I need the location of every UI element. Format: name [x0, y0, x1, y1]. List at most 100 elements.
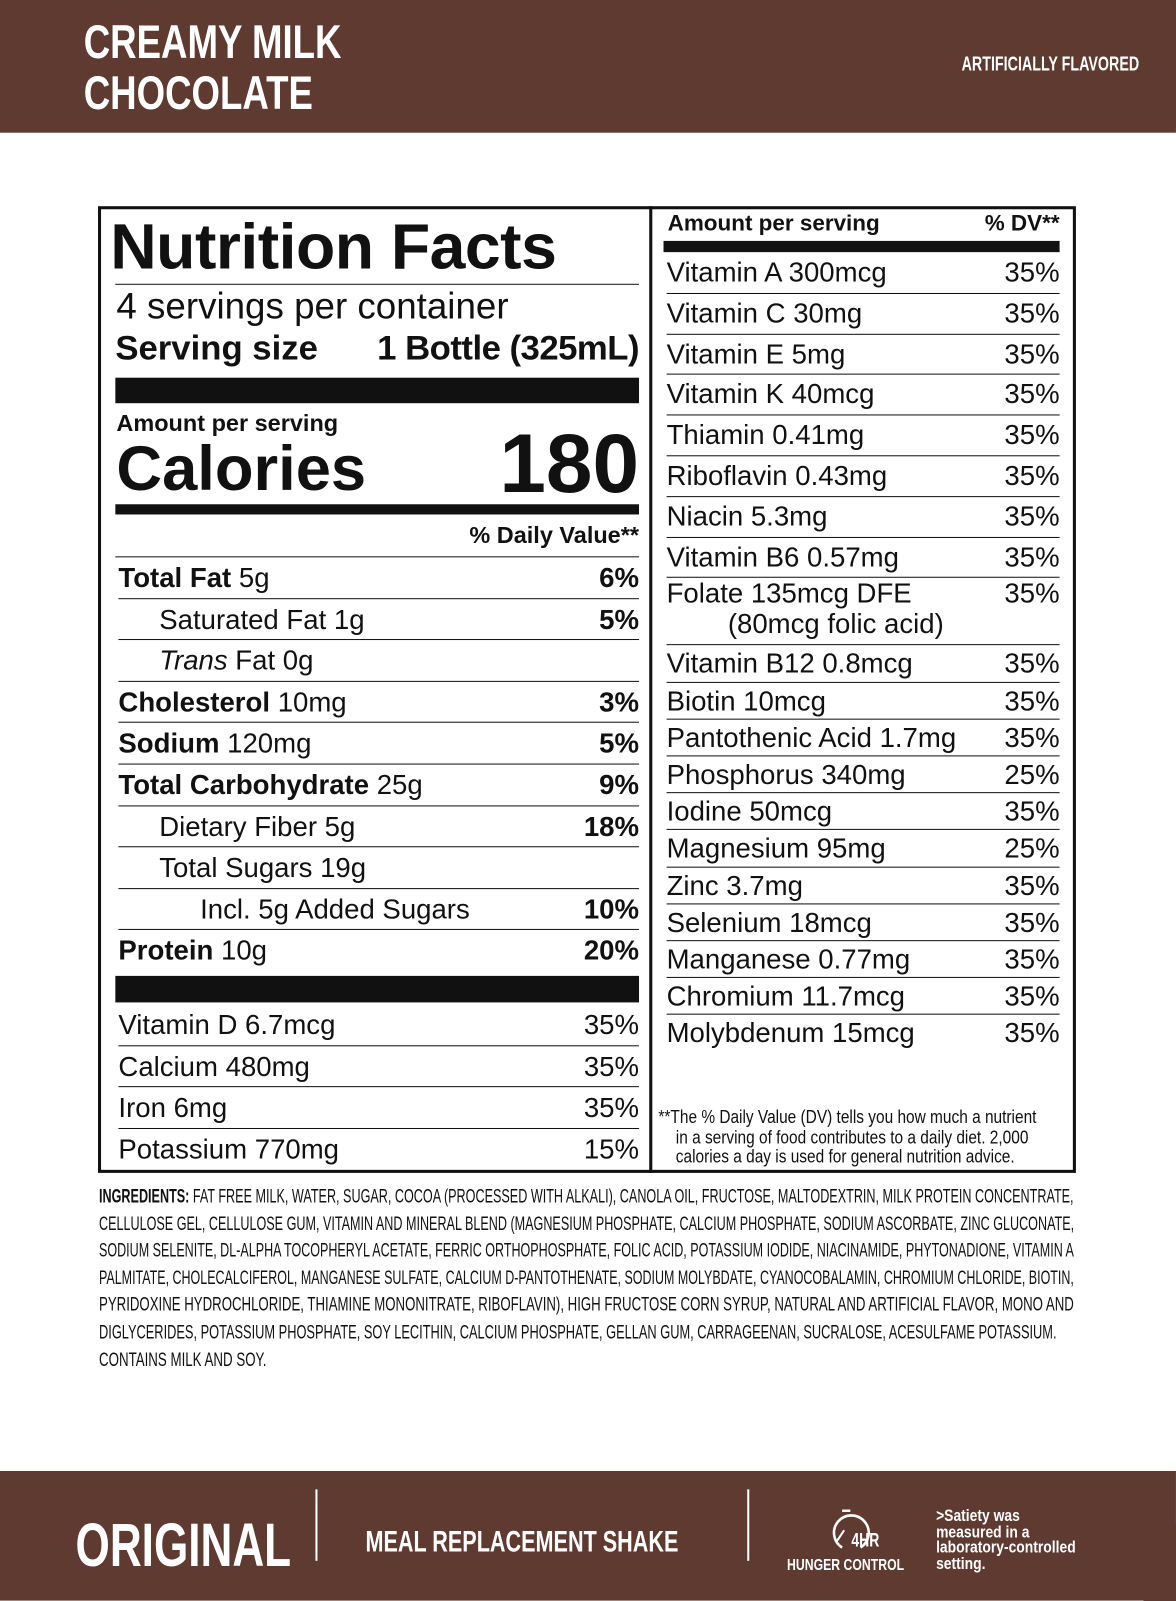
nutrient-amount: Saturated Fat 1g [159, 603, 365, 635]
nutrient-name: Vitamin B6 0.57mg [666, 541, 899, 573]
nutrient-row: Vitamin E 5mg 35% [666, 334, 1060, 376]
nutrient-name: Thiamin 0.41mg [666, 419, 865, 451]
nutrient-row: Total Carbohydrate 25g 9% [118, 765, 640, 807]
ingredients-text: SODIUM SELENITE, DL-ALPHA TOCOPHERYL ACE… [99, 1240, 1074, 1262]
nutrient-name: Selenium 18mcg [666, 907, 872, 938]
vitamin-name: Iron 6mg [118, 1092, 228, 1124]
ingredients-text: PALMITATE, CHOLECALCIFEROL, MANGANESE SU… [99, 1267, 1074, 1290]
nutrient-name: Iodine 50mcg [666, 796, 833, 828]
nutrient-dv: 9% [599, 769, 640, 801]
title-line-2: CHOCOLATE [83, 66, 313, 120]
ingredients-line: PALMITATE, CHOLECALCIFEROL, MANGANESE SU… [99, 1266, 1079, 1293]
ingredients-line: PYRIDOXINE HYDROCHLORIDE, THIAMINE MONON… [99, 1293, 1079, 1320]
nutrient-name: Sodium 120mg [118, 723, 311, 763]
nutrient-amount: 10g [213, 935, 268, 967]
nutrient-name: Saturated Fat 1g [159, 599, 364, 639]
nutrient-name: Riboflavin 0.43mg [666, 460, 888, 492]
servings-per-container: 4 servings per container [116, 284, 509, 327]
nutrient-dv: 5% [599, 603, 640, 635]
nutrient-row: Total Fat 5g 6% [118, 557, 640, 599]
amount-per-serving-header: Amount per serving [667, 210, 880, 236]
nutrient-amount: 25g [369, 769, 423, 801]
daily-value-header: % Daily Value** [469, 521, 640, 549]
vitamin-row: Potassium 770mg 15% [118, 1129, 639, 1170]
satiety-note: >Satiety was measured in a laboratory-co… [936, 1508, 1100, 1572]
nutrient-dv: 35% [1004, 578, 1060, 609]
ingredients-line: DIGLYCERIDES, POTASSIUM PHOSPHATE, SOY L… [99, 1320, 1079, 1347]
nutrient-dv: 35% [1004, 501, 1060, 532]
nutrient-row: Vitamin K 40mcg 35% [666, 375, 1060, 416]
nutrient-dv: 25% [1004, 833, 1060, 864]
nutrient-dv: 35% [1004, 419, 1060, 451]
nutrient-row: Trans Fat 0g [118, 640, 640, 682]
product-type: MEAL REPLACEMENT SHAKE [365, 1526, 679, 1559]
nutrient-dv: 35% [1004, 722, 1060, 754]
footer-banner: ORIGINAL MEAL REPLACEMENT SHAKE 4HR HUNG… [0, 1470, 1176, 1601]
product-title: CREAMY MILK CHOCOLATE [84, 16, 414, 118]
nutrient-row: Incl. 5g Added Sugars 10% [118, 889, 640, 931]
nutrient-dv: 35% [1004, 297, 1060, 329]
satiety-line: measured in a [936, 1523, 1030, 1541]
nutrient-amount: 10mg [270, 686, 347, 718]
nutrient-dv: 35% [1004, 1018, 1060, 1049]
footer-divider [747, 1489, 750, 1561]
ingredients-list: INGREDIENTS: FAT FREE MILK, WATER, SUGAR… [99, 1184, 1079, 1374]
nutrient-name: Trans Fat 0g [159, 640, 313, 680]
ingredients-text: FAT FREE MILK, WATER, SUGAR, COCOA (PROC… [189, 1186, 1074, 1208]
nutrient-row: Niacin 5.3mg 35% [666, 497, 1060, 538]
nutrient-name: Protein 10g [118, 930, 267, 971]
ingredients-label: INGREDIENTS: [99, 1186, 190, 1208]
nutrient-row: Selenium 18mcg 35% [666, 904, 1060, 942]
nutrient-row: Iodine 50mcg 35% [666, 793, 1060, 831]
nutrient-row: Phosphorus 340mg 25% [666, 756, 1060, 794]
nutrient-name: Zinc 3.7mg [666, 870, 803, 901]
ingredients-line: SODIUM SELENITE, DL-ALPHA TOCOPHERYL ACE… [99, 1238, 1079, 1265]
nutrient-row: Total Sugars 19g [118, 847, 640, 889]
footnote-line: calories a day is used for general nutri… [675, 1146, 1015, 1167]
nutrient-row: Zinc 3.7mg 35% [666, 867, 1060, 905]
clock-icon [832, 1509, 870, 1549]
nutrient-name: Total Carbohydrate 25g [118, 765, 422, 805]
nutrient-dv: 35% [1004, 981, 1060, 1012]
nutrient-dv: 35% [1004, 685, 1060, 717]
nutrient-name: Chromium 11.7mcg [666, 981, 906, 1012]
nutrient-amount: Dietary Fiber 5g [159, 811, 356, 842]
vitamin-dv: 35% [583, 1092, 640, 1124]
header-banner: CREAMY MILK CHOCOLATE ARTIFICIALLY FLAVO… [0, 0, 1176, 133]
nutrient-row: Sodium 120mg 5% [118, 723, 640, 765]
nutrient-dv: 35% [1004, 338, 1060, 370]
vitamin-name: Potassium 770mg [118, 1133, 340, 1165]
nutrient-row: Riboflavin 0.43mg 35% [666, 456, 1060, 497]
nutrient-name: Biotin 10mcg [666, 685, 826, 717]
facts-title: Nutrition Facts [110, 211, 557, 283]
nutrient-row: Magnesium 95mg 25% [666, 830, 1060, 868]
nutrient-name: Folate 135mcg DFE [666, 578, 912, 609]
ingredients-text: DIGLYCERIDES, POTASSIUM PHOSPHATE, SOY L… [99, 1321, 1057, 1344]
nutrient-amount: Fat 0g [227, 645, 314, 676]
nutrient-row: Folate 135mcg DFE (80mcg folic acid) 35% [666, 578, 1060, 646]
nutrient-name: Vitamin A 300mcg [666, 257, 887, 288]
vitamin-name: Vitamin D 6.7mcg [118, 1009, 336, 1041]
satiety-line: laboratory-controlled [936, 1539, 1076, 1557]
nutrient-row: Molybdenum 15mcg 35% [667, 1015, 1060, 1052]
nutrient-amount: 5g [231, 562, 270, 594]
vitamin-row: Vitamin D 6.7mcg 35% [118, 1004, 640, 1046]
nutrient-dv: 20% [583, 935, 640, 967]
variant-label: ORIGINAL [75, 1510, 292, 1580]
nutrient-row: Manganese 0.77mg 35% [666, 941, 1060, 979]
nutrient-dv: 6% [599, 562, 640, 594]
nutrient-row: Protein 10g 20% [118, 930, 639, 971]
nutrient-bold-name: Sodium [118, 728, 220, 759]
nutrient-name: Incl. 5g Added Sugars [200, 889, 470, 929]
serving-size-value: 1 Bottle (325mL) [377, 328, 640, 368]
nutrient-italic: Trans [159, 645, 228, 676]
nutrient-name: Cholesterol 10mg [118, 682, 346, 722]
nutrient-dv: 35% [1004, 460, 1060, 492]
panel-divider [649, 206, 653, 1173]
vitamin-name: Calcium 480mg [118, 1051, 310, 1082]
nutrient-dv: 35% [1004, 907, 1060, 938]
nutrient-row: Vitamin C 30mg 35% [666, 294, 1060, 335]
title-line-1: CREAMY MILK [83, 15, 342, 69]
nutrient-row: Cholesterol 10mg 3% [118, 682, 640, 724]
serving-size: Serving size 1 Bottle (325mL) [115, 329, 639, 369]
